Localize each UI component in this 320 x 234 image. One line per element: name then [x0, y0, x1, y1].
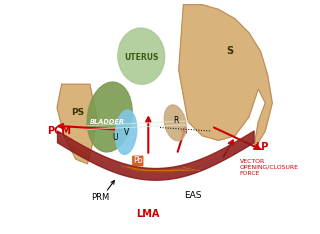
Ellipse shape — [164, 105, 186, 141]
Text: V: V — [124, 128, 129, 137]
Text: PCM: PCM — [47, 126, 71, 136]
Text: UTERUS: UTERUS — [124, 53, 158, 62]
Text: PS: PS — [71, 108, 84, 117]
Text: LP: LP — [255, 143, 269, 152]
Polygon shape — [179, 5, 272, 150]
Ellipse shape — [87, 82, 132, 152]
Text: BLADDER: BLADDER — [90, 119, 125, 125]
Text: Pb: Pb — [133, 157, 142, 165]
Text: PRM: PRM — [91, 193, 109, 202]
Text: R: R — [173, 116, 179, 125]
Text: EAS: EAS — [184, 191, 202, 200]
Ellipse shape — [116, 110, 137, 154]
Ellipse shape — [118, 28, 165, 84]
Text: U: U — [113, 133, 118, 142]
Text: LMA: LMA — [137, 209, 160, 219]
Text: S: S — [227, 47, 234, 56]
Text: VECTOR
OPENING/CLOSURE
FORCE: VECTOR OPENING/CLOSURE FORCE — [240, 159, 299, 176]
Polygon shape — [57, 84, 97, 164]
